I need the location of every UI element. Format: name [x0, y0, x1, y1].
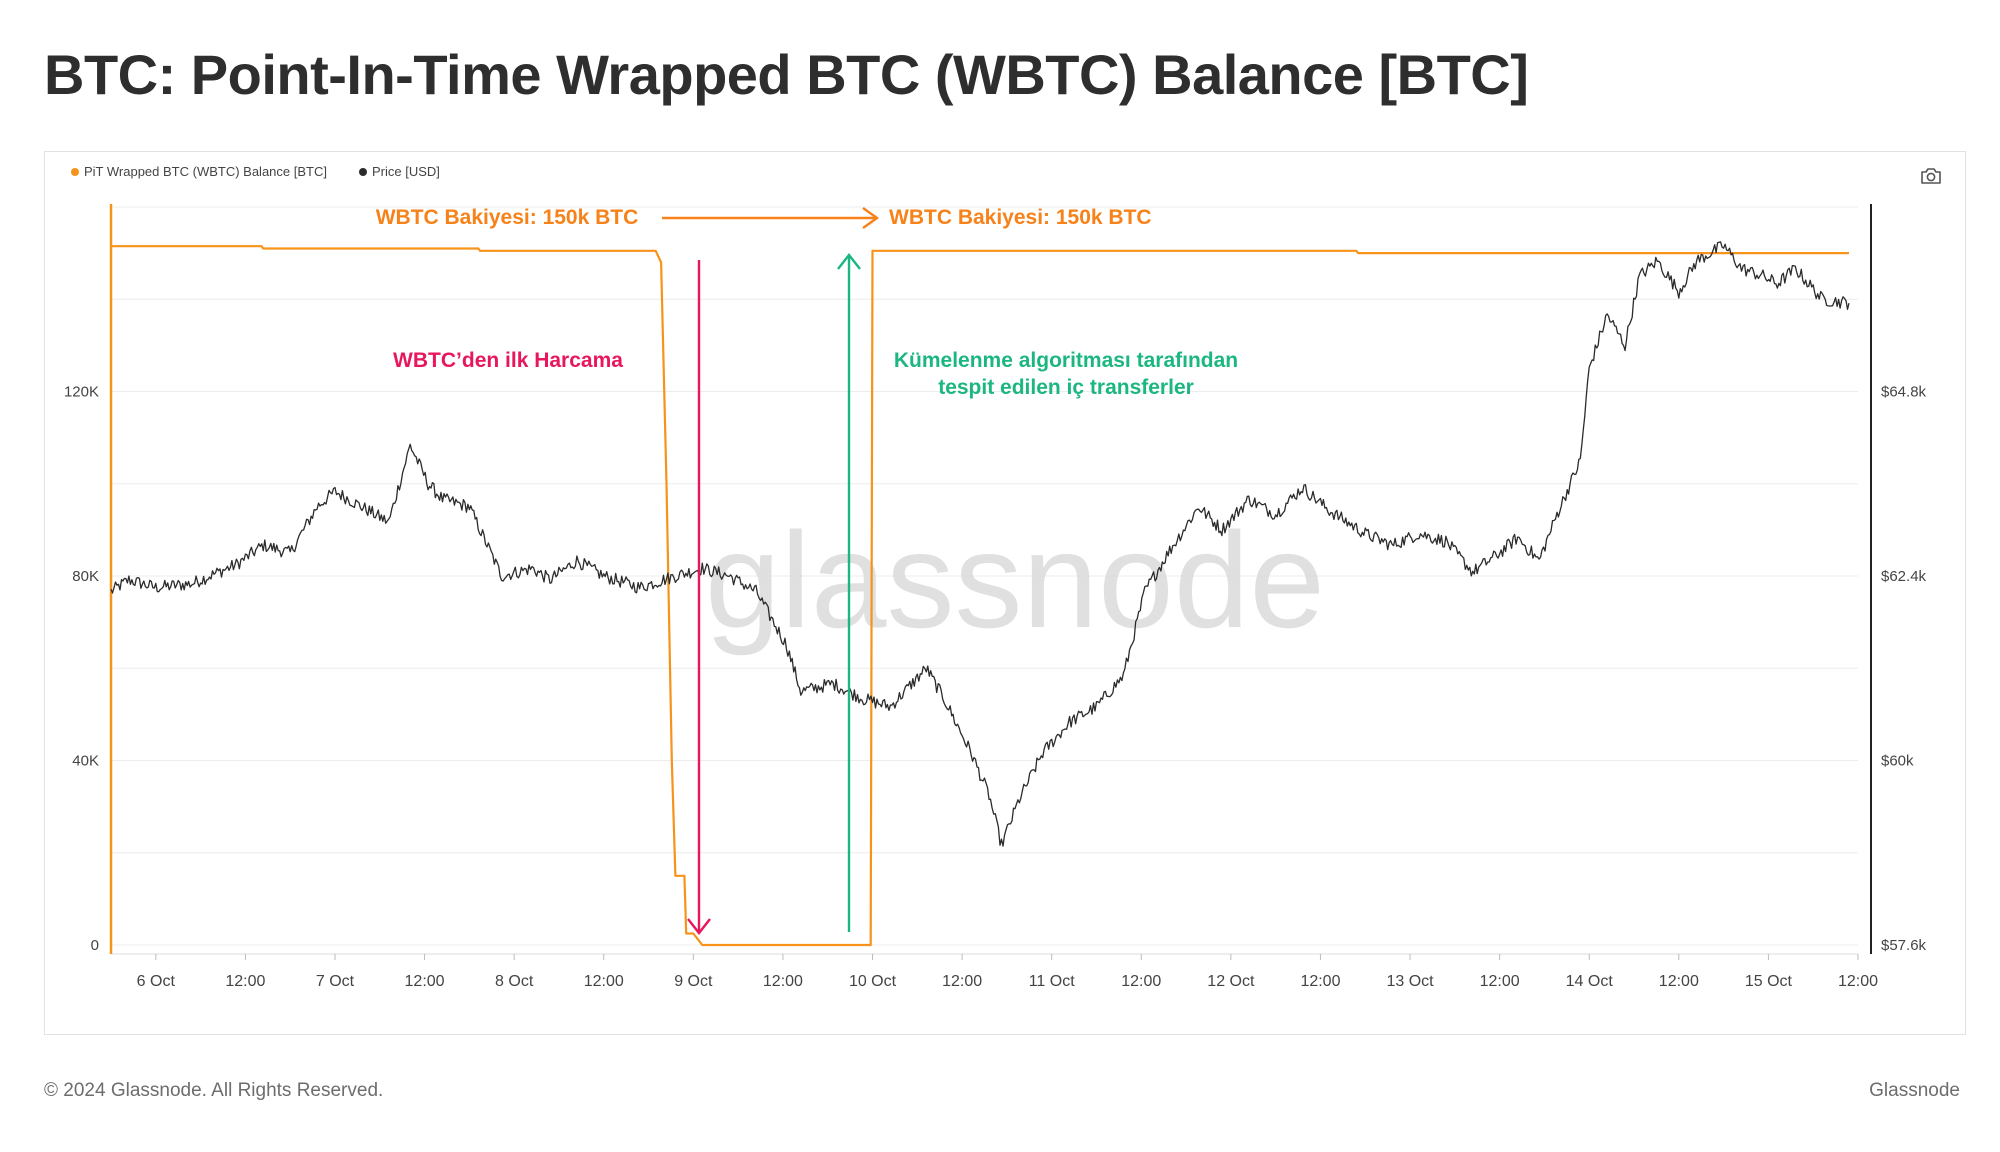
series-line-wbtc-balance: [111, 245, 1849, 947]
x-tick-label: 15 Oct: [1745, 973, 1793, 990]
y-left-tick-label: 0: [91, 937, 99, 954]
x-tick-label: 12:00: [1480, 973, 1520, 990]
y-left-tick-label: 80K: [72, 568, 99, 585]
y-right-tick-label: $60k: [1881, 753, 1914, 770]
annotation-clustering-line2: tespit edilen iç transferler: [938, 376, 1194, 399]
x-tick-label: 12:00: [1300, 973, 1340, 990]
x-tick-label: 12:00: [1659, 973, 1699, 990]
camera-icon[interactable]: [1919, 166, 1943, 186]
annotation-arrow-internal-head: [837, 253, 861, 270]
page-title: BTC: Point-In-Time Wrapped BTC (WBTC) Ba…: [44, 43, 1529, 106]
watermark-text: glassnode: [705, 504, 1325, 656]
x-tick-label: 9 Oct: [674, 973, 713, 990]
footer-brand[interactable]: Glassnode: [1869, 1080, 1960, 1101]
x-tick-label: 12:00: [763, 973, 803, 990]
y-left-tick-label: 40K: [72, 753, 99, 770]
series-layer: [110, 241, 1850, 947]
series-line-price: [110, 241, 1850, 847]
chart-panel: PiT Wrapped BTC (WBTC) Balance [BTC] Pri…: [44, 151, 1966, 1035]
y-right-tick-label: $62.4k: [1881, 568, 1927, 585]
annotation-clustering-line1: Kümelenme algoritması tarafından: [894, 349, 1238, 372]
x-tick-label: 12:00: [584, 973, 624, 990]
grid-layer: [111, 206, 1858, 946]
x-tick-label: 12:00: [225, 973, 265, 990]
x-tick-label: 12:00: [942, 973, 982, 990]
x-tick-label: 12:00: [1121, 973, 1161, 990]
x-tick-label: 12:00: [405, 973, 445, 990]
annotation-arrow-balance-head: [862, 207, 880, 229]
x-tick-label: 6 Oct: [137, 973, 176, 990]
chart-legend: PiT Wrapped BTC (WBTC) Balance [BTC] Pri…: [71, 164, 440, 179]
legend-item-price[interactable]: Price [USD]: [358, 164, 440, 179]
annotation-balance-right: WBTC Bakiyesi: 150k BTC: [889, 206, 1152, 229]
x-tick-label: 7 Oct: [316, 973, 355, 990]
x-tick-label: 11 Oct: [1029, 973, 1076, 990]
x-tick-label: 12 Oct: [1207, 973, 1255, 990]
legend-dot-wbtc-balance: [71, 167, 79, 176]
annotation-layer: WBTC Bakiyesi: 150k BTC WBTC Bakiyesi: 1…: [376, 206, 1238, 935]
legend-label-price: Price [USD]: [371, 164, 440, 179]
axis-layer: 0 40K 80K 120K $57.6k $60k $62.4k $64.8k 6 Oct 12…: [64, 204, 1927, 990]
annotation-balance-left: WBTC Bakiyesi: 150k BTC: [376, 206, 639, 229]
x-tick-label: 14 Oct: [1566, 973, 1614, 990]
y-left-tick-label: 120K: [64, 384, 99, 401]
annotation-arrow-spend-head: [687, 918, 711, 935]
footer-copyright: © 2024 Glassnode. All Rights Reserved.: [44, 1080, 384, 1101]
x-tick-label: 8 Oct: [495, 973, 534, 990]
y-right-tick-label: $57.6k: [1881, 937, 1927, 954]
legend-dot-price: [358, 167, 367, 176]
x-tick-label: 10 Oct: [849, 973, 897, 990]
x-tick-label: 13 Oct: [1386, 973, 1434, 990]
annotation-first-spend: WBTC’den ilk Harcama: [393, 349, 623, 372]
y-right-tick-label: $64.8k: [1881, 384, 1927, 401]
legend-label-wbtc-balance: PiT Wrapped BTC (WBTC) Balance [BTC]: [84, 164, 327, 179]
chart-canvas: glassnode 0 40K 80K 120K $57.6k $60k $62.4k $64…: [64, 204, 1927, 990]
legend-item-wbtc-balance[interactable]: PiT Wrapped BTC (WBTC) Balance [BTC]: [71, 164, 327, 179]
x-tick-label: 12:00: [1838, 973, 1878, 990]
